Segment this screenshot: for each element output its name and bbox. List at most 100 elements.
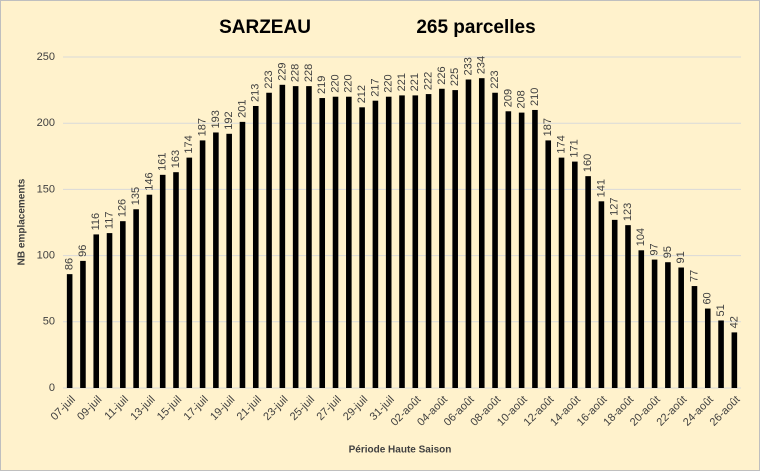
data-label: 234: [476, 56, 488, 74]
bar: [412, 95, 419, 389]
x-axis-title: Période Haute Saison: [349, 445, 452, 456]
bar: [186, 157, 193, 388]
data-label: 91: [675, 251, 687, 263]
data-label: 60: [702, 292, 714, 304]
data-label: 51: [715, 304, 727, 316]
bar: [704, 308, 711, 388]
bar: [292, 86, 299, 389]
bar: [319, 98, 326, 388]
data-label: 117: [103, 212, 115, 230]
bar: [465, 79, 472, 389]
data-label: 221: [409, 73, 421, 91]
bar: [518, 112, 525, 388]
y-axis-title: NB emplacements: [17, 178, 28, 265]
data-label: 135: [130, 187, 142, 205]
bar: [120, 221, 126, 388]
bar: [691, 286, 698, 388]
bar: [625, 225, 631, 388]
data-label: 228: [303, 64, 315, 82]
bar: [665, 262, 671, 388]
bar: [146, 194, 153, 388]
bar: [532, 109, 538, 389]
bar: [359, 107, 365, 388]
data-label: 233: [462, 57, 474, 75]
data-label: 42: [728, 316, 740, 328]
data-label: 229: [276, 62, 288, 80]
data-label: 221: [396, 73, 408, 91]
data-label: 95: [662, 246, 674, 258]
bar: [399, 95, 405, 389]
bar: [638, 250, 645, 388]
y-tick-label: 250: [37, 51, 55, 63]
bar: [572, 161, 578, 388]
bar: [332, 96, 339, 388]
bar: [585, 176, 591, 388]
bar: [213, 132, 219, 388]
bar: [306, 86, 312, 389]
bar: [133, 209, 139, 388]
bar: [173, 172, 179, 388]
data-label: 174: [555, 135, 567, 153]
data-label: 192: [223, 111, 235, 129]
data-label: 223: [263, 70, 275, 88]
data-label: 104: [635, 228, 647, 246]
bar: [93, 234, 100, 388]
data-label: 223: [489, 70, 501, 88]
bar: [505, 111, 512, 388]
data-label: 193: [210, 110, 222, 128]
y-tick-label: 0: [49, 382, 55, 394]
bar: [372, 100, 379, 388]
data-label: 160: [582, 154, 594, 172]
data-label: 220: [329, 74, 341, 92]
data-label: 126: [117, 199, 129, 217]
bar: [545, 140, 552, 388]
data-label: 146: [143, 172, 155, 190]
bar: [239, 121, 246, 388]
y-tick-label: 150: [37, 183, 55, 195]
bar: [385, 96, 392, 388]
bar: [266, 92, 272, 389]
bar: [279, 84, 286, 388]
bar: [598, 201, 605, 388]
bar: [80, 260, 86, 388]
y-tick-label: 200: [37, 117, 55, 129]
data-label: 220: [383, 74, 395, 92]
data-label: 226: [436, 66, 448, 84]
data-label: 212: [356, 85, 368, 103]
bar: [159, 174, 166, 388]
data-label: 220: [343, 74, 355, 92]
bar: [611, 219, 618, 388]
data-label: 213: [250, 84, 262, 102]
bar: [106, 233, 113, 388]
bar: [252, 105, 259, 388]
data-label: 127: [609, 197, 621, 215]
bar: [731, 332, 738, 388]
data-label: 163: [170, 150, 182, 168]
bar: [425, 94, 432, 389]
data-label: 116: [90, 213, 102, 231]
bar: [492, 92, 498, 389]
data-label: 225: [449, 68, 461, 86]
data-label: 187: [196, 118, 208, 136]
y-tick-label: 100: [37, 250, 55, 262]
y-tick-label: 50: [43, 316, 55, 328]
data-label: 97: [648, 243, 660, 255]
data-label: 171: [569, 139, 581, 157]
bar: [199, 140, 206, 388]
bar: [678, 267, 684, 388]
data-label: 219: [316, 76, 328, 94]
data-label: 96: [77, 245, 89, 257]
data-label: 228: [290, 64, 302, 82]
bar: [558, 157, 565, 388]
data-label: 187: [542, 118, 554, 136]
data-label: 77: [688, 270, 700, 282]
data-label: 174: [183, 135, 195, 153]
bar: [439, 88, 445, 388]
data-label: 201: [236, 100, 248, 118]
chart-title: SARZEAU: [219, 17, 311, 38]
data-label: 209: [502, 89, 514, 107]
data-label: 123: [622, 203, 634, 221]
bar: [651, 259, 658, 388]
bar: [66, 274, 73, 388]
